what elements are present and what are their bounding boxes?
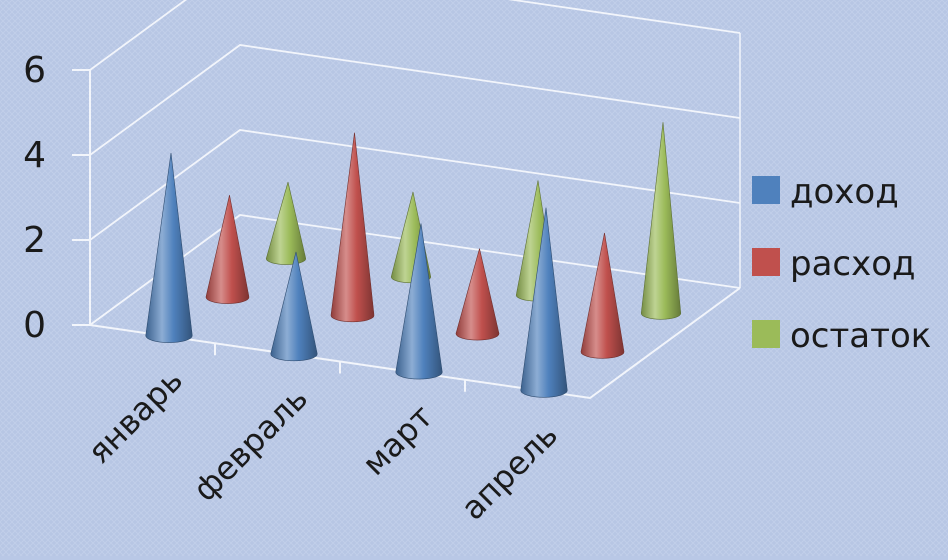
legend-swatch [752,248,780,276]
legend-swatch [752,320,780,348]
cone-mark [265,182,307,265]
legend-label: расход [790,244,916,284]
cone-mark [455,248,500,341]
gridline [89,0,741,71]
cone-mark [205,195,250,304]
cone-остаток-январь [265,182,307,265]
y-tick-label: 6 [23,50,46,91]
cone-расход-март [455,248,500,341]
cone-mark [580,232,625,359]
legend-label: остаток [790,316,931,356]
cone-доход-апрель [520,207,568,398]
floor-edge [89,287,741,400]
legend: доход расход остаток [752,172,931,356]
y-tick-label: 2 [23,220,46,261]
cone-mark [330,132,375,323]
plot-area [145,122,682,398]
cone-расход-февраль [330,132,375,323]
cone-mark [145,152,193,343]
cone-доход-март [395,223,443,380]
legend-label: доход [790,172,899,212]
cone-mark [640,122,682,320]
cone-доход-февраль [270,251,318,362]
gridline [89,214,741,326]
gridlines [89,0,741,326]
cone-остаток-апрель [640,122,682,320]
cone-mark [395,223,443,380]
cone-mark [520,207,568,398]
gridline [89,44,741,156]
cone-расход-январь [205,195,250,304]
gridline [89,129,741,241]
cone-доход-январь [145,152,193,343]
legend-swatch [752,176,780,204]
y-tick-label: 4 [23,135,46,176]
cone-расход-апрель [580,232,625,359]
y-tick-label: 0 [23,305,46,346]
cone-mark [270,251,318,362]
y-axis: 0 2 4 6 [23,50,90,346]
